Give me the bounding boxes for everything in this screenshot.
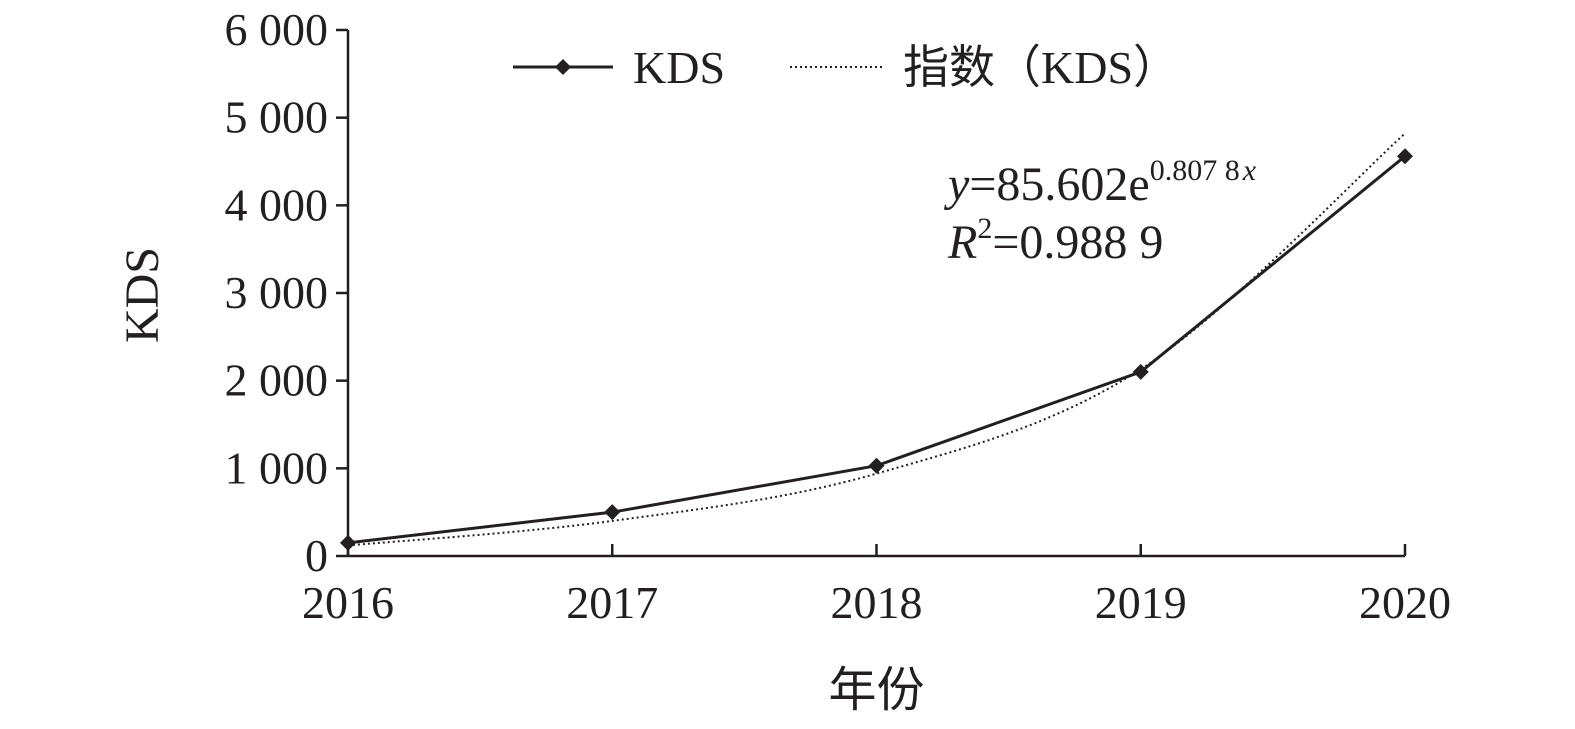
x-tick-label: 2019 <box>1095 577 1187 628</box>
series-line-exponential <box>347 132 1406 547</box>
legend-marker-kds <box>555 59 571 75</box>
equation-exponent-var: x <box>1242 154 1257 187</box>
legend-label-kds: KDS <box>633 42 725 93</box>
x-ticks: 2016 2017 2018 2019 2020 <box>302 544 1451 628</box>
y-tick-label: 6 000 <box>225 4 329 55</box>
x-tick-label: 2020 <box>1359 577 1451 628</box>
data-point-kds <box>868 457 885 474</box>
r-squared-var: R <box>947 216 977 269</box>
y-tick-label: 4 000 <box>225 179 329 230</box>
x-tick-label: 2018 <box>831 577 923 628</box>
x-tick-label: 2016 <box>302 577 394 628</box>
data-point-kds <box>604 504 621 521</box>
data-point-kds <box>340 534 356 551</box>
y-tick-label: 0 <box>305 530 328 581</box>
y-tick-label: 1 000 <box>225 442 329 493</box>
series-layer <box>340 132 1413 551</box>
data-point-kds <box>1132 363 1149 380</box>
r-squared-sup: 2 <box>977 212 992 245</box>
equation-body: =85.602e <box>969 158 1149 211</box>
x-tick-label: 2017 <box>566 577 658 628</box>
legend-label-exponential: 指数（KDS） <box>903 42 1179 93</box>
equation-var-y: y <box>943 158 970 211</box>
y-tick-label: 5 000 <box>225 92 329 143</box>
legend: KDS 指数（KDS） <box>513 42 1179 93</box>
data-point-kds <box>1397 148 1413 165</box>
y-tick-label: 2 000 <box>225 355 329 406</box>
equation-exponent: 0.807 8 <box>1150 154 1240 187</box>
y-ticks: 0 1 000 2 000 3 000 4 000 5 000 6 000 <box>225 4 348 581</box>
y-tick-label: 3 000 <box>225 267 329 318</box>
series-line-kds <box>347 155 1406 545</box>
y-axis-title: KDS <box>116 247 169 343</box>
x-axis-title: 年份 <box>828 664 924 717</box>
r-squared-body: =0.988 9 <box>992 216 1163 269</box>
r-squared-text: R2=0.988 9 <box>947 212 1163 269</box>
